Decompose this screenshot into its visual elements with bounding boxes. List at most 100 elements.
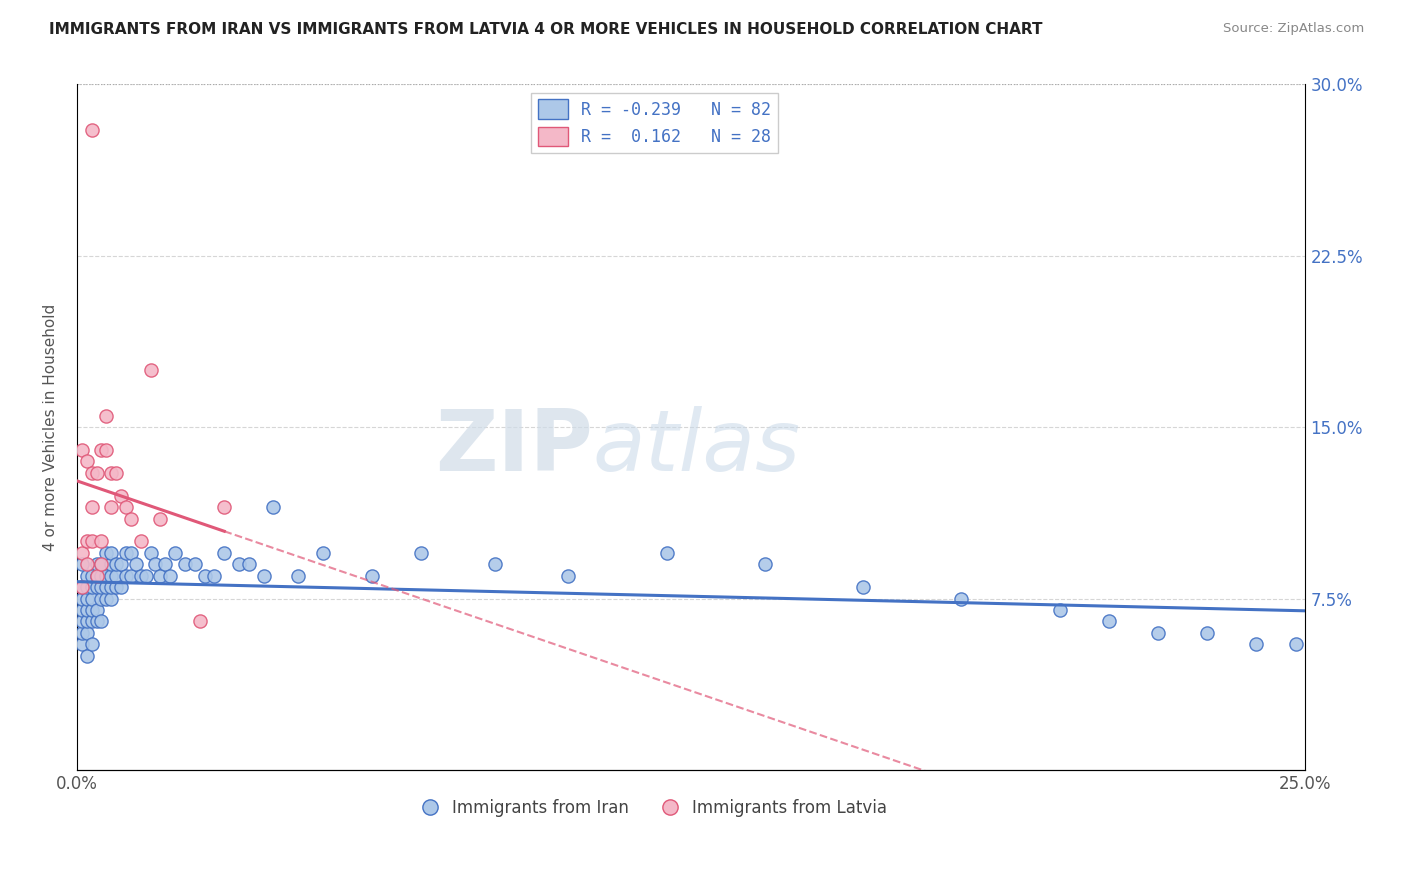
Text: Source: ZipAtlas.com: Source: ZipAtlas.com [1223,22,1364,36]
Point [100,591,122,606]
Point [120,568,142,582]
Point [194,568,217,582]
Point [80,603,103,617]
Point [80,534,103,549]
Point [90,591,112,606]
Point [484,558,506,572]
Point [80,466,103,480]
Point [80,568,103,582]
Point [159,568,181,582]
Point [96,591,118,606]
Point [754,558,776,572]
Point [145,558,167,572]
Point [110,580,132,594]
Point [76,558,98,572]
Point [129,534,152,549]
Point [76,580,98,594]
Point [86,603,108,617]
Point [655,546,678,560]
Point [86,568,108,582]
Legend: Immigrants from Iran, Immigrants from Latvia: Immigrants from Iran, Immigrants from La… [415,792,894,823]
Point [80,500,103,515]
Point [76,454,98,468]
Y-axis label: 4 or more Vehicles in Household: 4 or more Vehicles in Household [44,303,58,551]
Point [90,568,112,582]
Point [100,500,122,515]
Point [70,603,93,617]
Point [76,603,98,617]
Point [120,546,142,560]
Point [70,580,93,594]
Point [76,648,98,663]
Text: atlas: atlas [593,406,801,490]
Point [204,568,226,582]
Point [1284,637,1306,651]
Point [70,558,93,572]
Point [90,558,112,572]
Point [105,580,128,594]
Point [96,443,118,458]
Point [100,466,122,480]
Point [214,546,236,560]
Point [188,615,211,629]
Point [96,546,118,560]
Point [70,546,93,560]
Text: ZIP: ZIP [434,406,593,490]
Point [115,568,138,582]
Point [1147,626,1170,640]
Point [90,580,112,594]
Point [950,591,973,606]
Point [174,558,197,572]
Point [120,511,142,525]
Point [100,568,122,582]
Point [90,615,112,629]
Point [70,626,93,640]
Point [100,558,122,572]
Point [86,580,108,594]
Point [105,466,128,480]
Point [70,443,93,458]
Point [76,591,98,606]
Point [100,580,122,594]
Point [90,534,112,549]
Point [135,568,157,582]
Point [852,580,875,594]
Point [80,591,103,606]
Point [557,568,579,582]
Point [155,558,177,572]
Point [96,568,118,582]
Point [80,123,103,137]
Point [70,591,93,606]
Point [110,489,132,503]
Point [139,363,162,377]
Point [1098,615,1121,629]
Point [287,568,309,582]
Point [214,500,236,515]
Point [115,500,138,515]
Point [90,558,112,572]
Point [86,568,108,582]
Point [76,626,98,640]
Point [76,568,98,582]
Point [70,615,93,629]
Point [252,568,274,582]
Point [80,580,103,594]
Point [86,558,108,572]
Point [110,558,132,572]
Point [105,568,128,582]
Point [1049,603,1071,617]
Point [70,580,93,594]
Point [86,466,108,480]
Point [76,534,98,549]
Point [115,546,138,560]
Point [80,637,103,651]
Point [149,568,172,582]
Text: IMMIGRANTS FROM IRAN VS IMMIGRANTS FROM LATVIA 4 OR MORE VEHICLES IN HOUSEHOLD C: IMMIGRANTS FROM IRAN VS IMMIGRANTS FROM … [49,22,1043,37]
Point [1197,626,1219,640]
Point [70,637,93,651]
Point [100,546,122,560]
Point [149,511,172,525]
Point [238,558,260,572]
Point [86,615,108,629]
Point [90,443,112,458]
